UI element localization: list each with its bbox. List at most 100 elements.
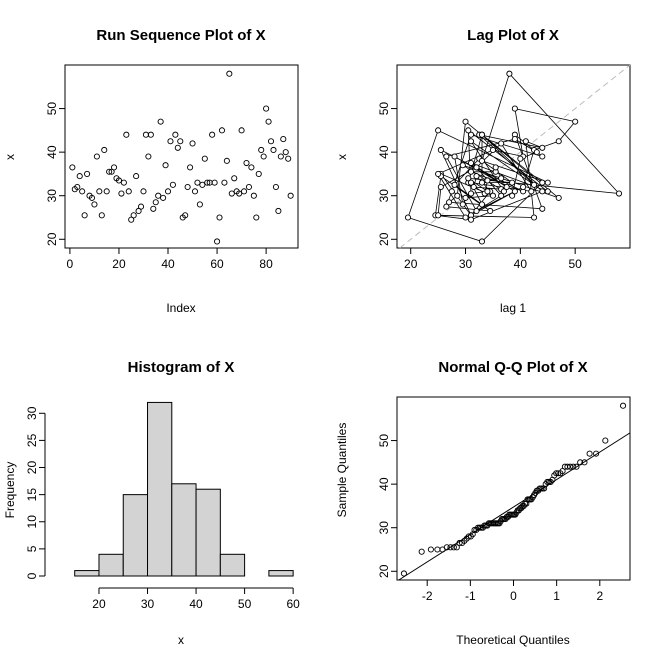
run-sequence-point [182,212,189,219]
run-sequence-point [187,164,194,171]
run-sequence-point [147,131,154,138]
run-sequence-x-tick-label: 20 [112,257,126,271]
run-sequence-point [221,179,228,186]
lag-plot-point [435,170,442,177]
lag-plot-point [470,183,477,191]
run-sequence-point [133,173,140,180]
run-sequence-point [79,188,86,195]
lag-plot-point [443,203,450,210]
qq-point [553,470,560,477]
lag-plot-point [511,105,518,112]
run-sequence-point [91,201,98,208]
lag-plot-point [539,153,546,160]
run-sequence-point [76,173,83,180]
run-sequence-y-tick-label: 30 [45,189,59,203]
run-sequence-point [209,131,216,138]
run-sequence-point [265,118,272,125]
lag-plot-point [544,179,551,186]
histogram-y-tick-label: 10 [25,515,39,529]
lag-plot-point [528,188,535,195]
run-sequence-point [120,179,127,186]
lag-plot-point [473,173,480,180]
histogram-bar [268,570,294,577]
lag-plot-point [498,175,505,182]
lag-plot-point [487,207,494,215]
lag-plot-point [544,188,551,195]
lag-plot-area [396,64,631,249]
run-sequence-title: Run Sequence Plot of X [96,27,265,44]
lag-plot-point [492,164,499,171]
run-sequence-point [142,131,149,138]
lag-plot-point [467,190,475,197]
lag-plot-point [467,159,475,167]
qq-plot-x-tick-label: 2 [596,589,603,603]
lag-plot-point [506,70,513,77]
lag-plot-point [404,214,412,221]
qq-point [544,478,551,486]
run-sequence-point [272,183,279,191]
lag-plot-point [555,138,562,145]
qq-point [620,402,627,409]
lag-plot-point [498,140,505,147]
run-sequence-point [228,190,235,197]
run-sequence-point [236,190,243,197]
histogram-bar [195,488,221,577]
histogram-x-tick-label: 50 [238,597,252,611]
lag-plot-point [489,192,496,199]
lag-plot-point [478,238,486,245]
run-sequence-point [231,175,238,182]
run-sequence-point [248,164,255,171]
run-sequence-point [118,190,125,197]
run-sequence-point [84,170,91,177]
run-sequence-point [93,153,100,160]
lag-plot-point [448,188,455,195]
run-sequence-y-tick-label: 40 [45,145,59,159]
lag-plot-point [435,212,442,219]
qq-plot-xlabel: Theoretical Quantiles [456,633,569,647]
lag-plot-point [465,127,472,134]
qq-point [602,437,609,444]
lag-plot-point [572,118,579,125]
run-sequence-point [270,146,277,154]
run-sequence-point [152,199,159,206]
qq-plot-ylabel: Sample Quantiles [335,423,349,518]
histogram-x-tick-label: 20 [92,597,106,611]
run-sequence-point [137,203,145,210]
qq-plot-y-tick-label: 40 [377,477,391,491]
run-sequence-point [253,214,260,221]
qq-point [586,450,593,457]
qq-plot-x-tick-label: -1 [465,589,476,603]
lag-plot-point [539,205,546,212]
lag-plot-title: Lag Plot of X [467,27,559,44]
lag-plot-marks [399,64,631,249]
run-sequence-point [150,205,157,212]
lag-plot-point [478,179,486,186]
run-sequence-point [245,183,252,191]
qq-plot-y-tick-label: 20 [377,564,391,578]
lag-plot-point [484,177,491,184]
lag-plot-point [615,190,623,197]
histogram-bar [147,401,173,577]
lag-plot-point [451,153,458,160]
qq-plot-title: Normal Q-Q Plot of X [438,359,587,376]
histogram-y-tick-label: 20 [25,461,39,475]
qq-point [447,544,454,551]
lag-plot-point [498,192,505,199]
run-sequence-point [172,131,179,138]
run-sequence-y-tick-label: 20 [45,232,59,246]
lag-plot-point [520,183,527,191]
lag-plot-point [503,183,510,191]
run-sequence-point [145,153,152,160]
histogram-y-tick-label: 5 [25,545,39,552]
run-sequence-point [81,212,88,219]
qq-point [434,546,441,553]
run-sequence-point [155,192,162,199]
lag-plot-point [459,162,466,169]
run-sequence-point [162,162,169,169]
lag-plot-point [509,192,516,199]
lag-plot-xlabel: lag 1 [500,301,526,315]
lag-plot-point [511,188,518,195]
run-sequence-point [280,136,287,143]
qq-point [573,463,580,470]
